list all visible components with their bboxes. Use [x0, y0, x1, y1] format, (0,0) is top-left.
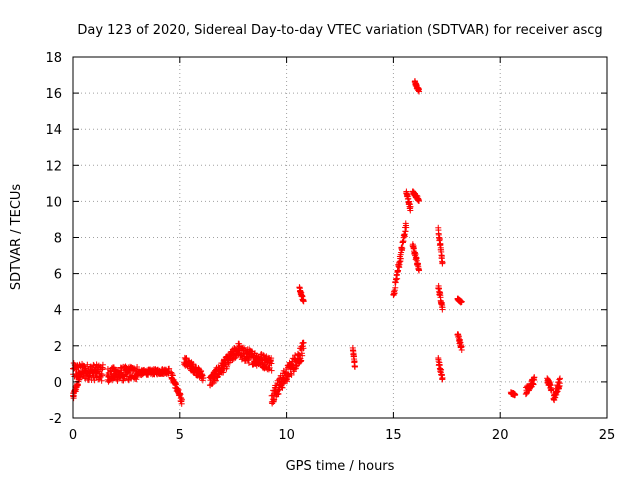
x-tick-label: 20	[492, 428, 509, 443]
data-point	[416, 197, 423, 204]
data-point	[438, 253, 445, 260]
data-point	[183, 355, 190, 362]
data-point	[548, 386, 555, 393]
data-point	[439, 304, 446, 311]
data-point	[209, 379, 216, 386]
data-point	[98, 372, 105, 379]
data-point	[512, 391, 519, 398]
data-point	[212, 377, 219, 384]
y-tick-label: 12	[45, 159, 62, 174]
data-point	[300, 298, 307, 305]
data-point	[91, 377, 98, 384]
y-tick-label: 6	[54, 268, 62, 283]
data-point	[416, 267, 423, 274]
x-tick-label: 25	[599, 428, 616, 443]
data-point	[394, 275, 401, 282]
data-point	[224, 363, 231, 370]
data-point	[76, 376, 83, 383]
data-point	[298, 357, 305, 364]
data-point	[531, 374, 538, 381]
data-point	[392, 284, 399, 291]
data-point	[229, 356, 236, 363]
y-tick-label: 16	[45, 87, 62, 102]
y-tick-label: -2	[49, 412, 62, 427]
x-axis-title: GPS time / hours	[286, 459, 395, 474]
data-point	[209, 381, 216, 388]
data-point	[407, 203, 414, 210]
data-point	[458, 346, 465, 353]
data-point	[458, 298, 465, 305]
chart-title: Day 123 of 2020, Sidereal Day-to-day VTE…	[77, 23, 602, 38]
y-tick-label: 0	[54, 376, 62, 391]
y-tick-label: 14	[45, 123, 62, 138]
data-point	[416, 88, 423, 95]
data-point	[200, 375, 207, 382]
x-tick-label: 15	[385, 428, 402, 443]
y-tick-label: 18	[45, 51, 62, 66]
data-point	[245, 360, 252, 367]
data-point	[300, 345, 307, 352]
data-point	[296, 358, 303, 365]
data-point	[401, 233, 408, 240]
data-point	[134, 364, 141, 371]
y-tick-label: 2	[54, 340, 62, 355]
data-point	[166, 365, 173, 372]
data-point	[268, 355, 275, 362]
data-point	[351, 363, 358, 370]
data-point	[288, 371, 295, 378]
data-point	[169, 372, 176, 379]
data-points	[70, 77, 564, 407]
data-point	[282, 377, 289, 384]
y-axis-title: SDTVAR / TECUs	[9, 184, 24, 291]
grid-layer	[73, 57, 607, 418]
data-point	[439, 259, 446, 266]
axes: 0 5 10 15 20 25 -2 0 2 4 6 8 10 12 14 16 18	[45, 51, 615, 443]
data-point	[190, 361, 197, 368]
data-point	[300, 339, 307, 346]
data-point	[399, 245, 406, 252]
data-point	[284, 378, 291, 385]
data-point	[299, 352, 306, 359]
data-point	[268, 360, 275, 367]
x-tick-label: 10	[278, 428, 295, 443]
y-tick-label: 4	[54, 304, 62, 319]
data-point	[279, 384, 286, 391]
data-point	[98, 377, 105, 384]
data-point	[221, 357, 228, 364]
data-point	[402, 228, 409, 235]
data-point	[83, 365, 90, 372]
data-point	[99, 361, 106, 368]
data-point	[403, 224, 410, 231]
x-tick-label: 5	[176, 428, 184, 443]
data-point	[260, 351, 267, 358]
data-point	[557, 375, 564, 382]
y-tick-label: 10	[45, 195, 62, 210]
data-point	[530, 381, 537, 388]
data-point	[268, 367, 275, 374]
y-tick-label: 8	[54, 232, 62, 247]
data-point	[178, 396, 185, 403]
data-point	[114, 376, 121, 383]
x-tick-label: 0	[69, 428, 77, 443]
data-point	[97, 374, 104, 381]
data-point	[439, 374, 446, 381]
data-point	[397, 255, 404, 262]
